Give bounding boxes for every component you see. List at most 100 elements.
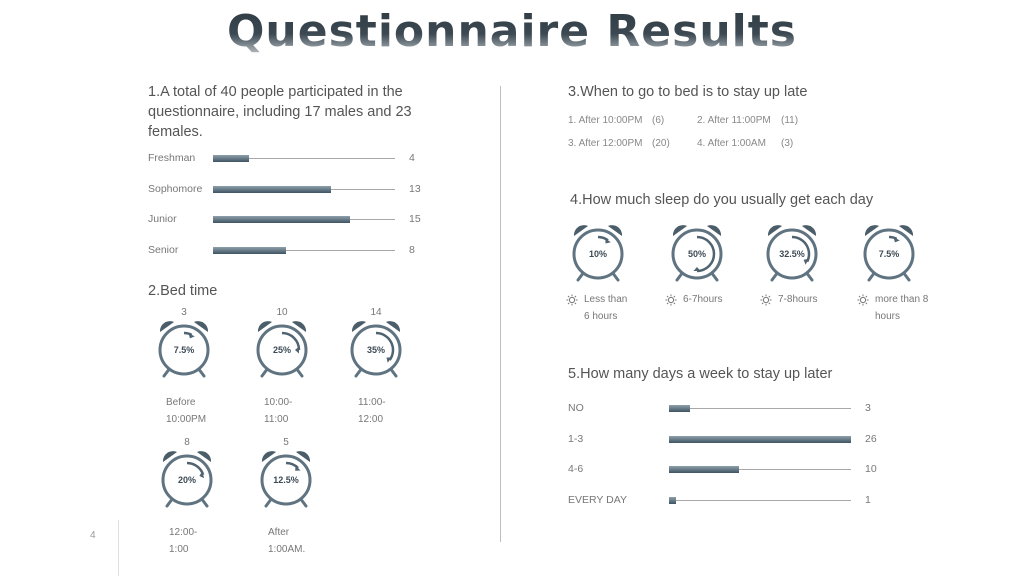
clock-face: [158, 324, 210, 376]
clock-bell-left: [864, 225, 879, 236]
clock-bell-left: [162, 451, 177, 462]
sleep-label: 7-8hours: [778, 294, 818, 305]
bar-value: 3: [865, 402, 871, 414]
page-title: Questionnaire Results: [0, 6, 1024, 57]
section4-heading: 4.How much sleep do you usually get each…: [570, 192, 874, 208]
clock-bell-right: [802, 225, 817, 236]
clock-face: [863, 228, 915, 280]
clock-count: 10: [276, 307, 288, 318]
answer-text: 4. After 1:00AM: [697, 138, 766, 149]
clock-bell-right: [197, 451, 212, 462]
clock-bell-left: [573, 225, 588, 236]
clock-bell-right: [707, 225, 722, 236]
clock-svg: [572, 225, 624, 282]
bar-value: 1: [865, 493, 871, 506]
answer-text: 3. After 12:00PM: [568, 138, 643, 149]
sleep-label: more than 8: [875, 294, 929, 305]
clock-arrowhead: [295, 465, 301, 471]
answer-text: 1. After 10:00PM: [568, 115, 643, 126]
section2-heading: 2.Bed time: [148, 283, 218, 299]
clock-label: Before: [166, 397, 196, 408]
clock-percent: 25%: [272, 345, 291, 355]
clock-label: After: [268, 527, 290, 538]
alarm-clock-icon: 25%: [250, 316, 314, 380]
clock-bell-left: [351, 321, 366, 332]
sun-icon: [665, 293, 677, 306]
bar-fill: [669, 435, 851, 443]
clock-arrowhead: [693, 267, 701, 271]
sleep-label: hours: [875, 311, 901, 322]
clock-progress-arc: [375, 331, 395, 361]
sleep-label: Less than: [584, 294, 628, 305]
answer-count: (20): [652, 138, 670, 149]
clock-arrowhead: [803, 258, 809, 265]
alarm-clock-icon: 12.5%: [254, 446, 318, 510]
alarm-clock-icon: 32.5%: [760, 220, 824, 284]
clock-svg: [863, 225, 915, 282]
clock-progress-arc: [888, 235, 898, 240]
bar-label: 4-6: [568, 463, 584, 475]
clock-label: 1:00AM.: [268, 544, 306, 555]
clock-bell-right: [296, 451, 311, 462]
clock-bell-right: [386, 321, 401, 332]
bar-value: 4: [409, 152, 415, 164]
section5-heading: 5.How many days a week to stay up later: [568, 366, 833, 382]
clock-svg: [158, 321, 210, 378]
clock-label: 10:00PM: [166, 414, 207, 425]
sleep-label: 6 hours: [584, 311, 618, 322]
bar-value: 15: [409, 213, 421, 225]
sun-icon: [566, 293, 578, 306]
clock-svg: [161, 451, 213, 508]
clock-bell-right: [292, 321, 307, 332]
clock-arrowhead: [199, 471, 205, 479]
clock-percent: 20%: [177, 475, 196, 485]
bar-value: 10: [865, 463, 877, 475]
sun-icon: [760, 293, 772, 306]
clock-progress-arc: [183, 331, 193, 336]
clock-count: 8: [184, 437, 190, 448]
clock-count: 5: [283, 437, 289, 448]
clock-arrowhead: [295, 346, 299, 354]
clock-percent: 35%: [366, 345, 385, 355]
section1-heading: 1.A total of 40 people participated in t…: [148, 84, 412, 140]
page-number-rule: [118, 520, 119, 576]
answer-count: (3): [781, 138, 794, 149]
bar-fill: [669, 405, 690, 412]
clock-percent: 12.5%: [273, 475, 299, 485]
bar-fill: [213, 185, 332, 193]
clock-label: 11:00: [264, 414, 289, 425]
clock-progress-arc: [791, 235, 811, 263]
clock-bell-right: [899, 225, 914, 236]
clock-svg: [350, 321, 402, 378]
bar-track: [669, 499, 851, 501]
bar-value: 13: [409, 182, 421, 195]
clock-arrowhead: [605, 238, 611, 244]
clock-percent: 32.5%: [779, 249, 805, 259]
sleep-label: 6-7hours: [683, 294, 723, 305]
bar-label: NO: [568, 402, 584, 414]
clock-percent: 10%: [588, 249, 607, 259]
clock-svg: [766, 225, 818, 282]
clock-arrowhead: [893, 237, 900, 243]
clock-percent: 50%: [687, 249, 706, 259]
clock-arrowhead: [188, 333, 195, 339]
clock-label: 12:00-: [169, 527, 198, 538]
bar-track: [669, 469, 851, 470]
bar-track: [213, 249, 395, 251]
clock-progress-arc: [285, 461, 299, 469]
bar-fill: [213, 216, 350, 223]
clock-percent: 7.5%: [878, 249, 900, 259]
bar-value: 8: [409, 243, 415, 256]
bar-label: EVERY DAY: [568, 493, 627, 506]
bar-fill: [213, 246, 286, 254]
bar-fill: [213, 155, 250, 162]
clock-count: 14: [370, 307, 382, 318]
answer-count: (6): [652, 115, 665, 126]
bar-label: Freshman: [148, 152, 196, 164]
clock-label: 10:00-: [264, 397, 293, 408]
alarm-clock-icon: 7.5%: [857, 220, 921, 284]
clock-count: 3: [181, 307, 187, 318]
answer-text: 2. After 11:00PM: [697, 115, 771, 126]
page-number: 4: [90, 530, 96, 541]
alarm-clock-icon: 10%: [566, 220, 630, 284]
